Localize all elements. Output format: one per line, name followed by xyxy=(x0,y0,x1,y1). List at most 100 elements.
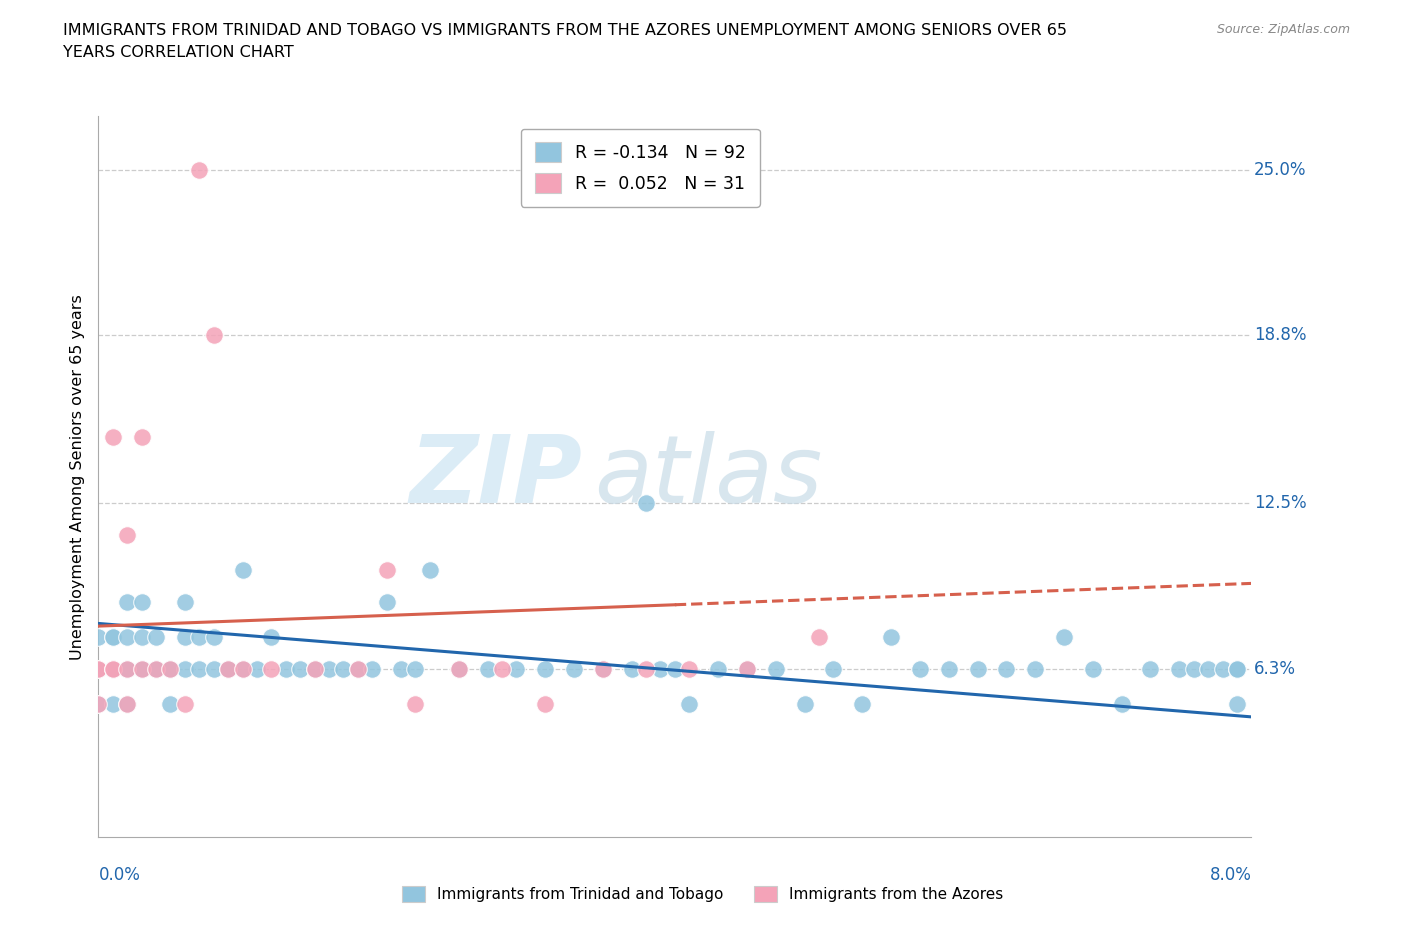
Point xyxy=(101,661,124,676)
Point xyxy=(101,630,124,644)
Text: 25.0%: 25.0% xyxy=(1254,161,1306,179)
Point xyxy=(188,630,211,644)
Point xyxy=(101,630,124,644)
Point xyxy=(592,661,614,676)
Point xyxy=(231,563,254,578)
Point xyxy=(1139,661,1161,676)
Legend: R = -0.134   N = 92, R =  0.052   N = 31: R = -0.134 N = 92, R = 0.052 N = 31 xyxy=(522,128,759,206)
Point xyxy=(1226,661,1249,676)
Point xyxy=(202,630,225,644)
Point xyxy=(995,661,1018,676)
Point xyxy=(908,661,931,676)
Point xyxy=(389,661,412,676)
Text: 6.3%: 6.3% xyxy=(1254,659,1296,678)
Point xyxy=(447,661,470,676)
Point xyxy=(375,594,398,609)
Point xyxy=(117,661,139,676)
Point xyxy=(188,162,211,177)
Point xyxy=(131,594,153,609)
Point xyxy=(117,661,139,676)
Point xyxy=(101,661,124,676)
Point xyxy=(217,661,239,676)
Point xyxy=(318,661,340,676)
Point xyxy=(1197,661,1219,676)
Point xyxy=(87,630,110,644)
Point xyxy=(131,661,153,676)
Point xyxy=(534,696,557,711)
Point xyxy=(650,661,672,676)
Point xyxy=(145,630,167,644)
Point xyxy=(117,661,139,676)
Point xyxy=(231,661,254,676)
Point xyxy=(636,661,658,676)
Point xyxy=(101,661,124,676)
Point xyxy=(159,661,181,676)
Point xyxy=(260,630,283,644)
Text: 12.5%: 12.5% xyxy=(1254,495,1306,512)
Point xyxy=(678,696,700,711)
Point xyxy=(405,696,427,711)
Point xyxy=(1111,696,1133,711)
Point xyxy=(145,661,167,676)
Point xyxy=(101,661,124,676)
Point xyxy=(101,661,124,676)
Point xyxy=(1024,661,1046,676)
Point xyxy=(246,661,269,676)
Point xyxy=(159,661,181,676)
Point xyxy=(174,696,197,711)
Point xyxy=(145,661,167,676)
Point xyxy=(159,696,181,711)
Point xyxy=(87,661,110,676)
Point xyxy=(477,661,499,676)
Point xyxy=(290,661,312,676)
Point xyxy=(707,661,730,676)
Point xyxy=(1081,661,1104,676)
Point xyxy=(202,661,225,676)
Point xyxy=(217,661,239,676)
Point xyxy=(332,661,354,676)
Point xyxy=(101,429,124,444)
Point xyxy=(260,661,283,676)
Point xyxy=(101,661,124,676)
Point xyxy=(188,661,211,676)
Point xyxy=(145,661,167,676)
Point xyxy=(491,661,513,676)
Point xyxy=(1053,630,1076,644)
Point xyxy=(1226,696,1249,711)
Point xyxy=(678,661,700,676)
Text: Source: ZipAtlas.com: Source: ZipAtlas.com xyxy=(1216,23,1350,36)
Point xyxy=(87,661,110,676)
Point xyxy=(202,327,225,342)
Point xyxy=(117,696,139,711)
Point xyxy=(174,630,197,644)
Point xyxy=(405,661,427,676)
Point xyxy=(592,661,614,676)
Legend: Immigrants from Trinidad and Tobago, Immigrants from the Azores: Immigrants from Trinidad and Tobago, Imm… xyxy=(396,880,1010,909)
Point xyxy=(131,630,153,644)
Point xyxy=(117,594,139,609)
Point xyxy=(735,661,758,676)
Point xyxy=(117,696,139,711)
Point xyxy=(117,661,139,676)
Point xyxy=(117,528,139,543)
Point xyxy=(304,661,326,676)
Point xyxy=(131,661,153,676)
Point xyxy=(938,661,960,676)
Point xyxy=(346,661,368,676)
Point xyxy=(823,661,845,676)
Point xyxy=(808,630,831,644)
Point xyxy=(101,661,124,676)
Point xyxy=(620,661,643,676)
Text: ZIP: ZIP xyxy=(409,431,582,523)
Point xyxy=(1212,661,1234,676)
Point xyxy=(562,661,585,676)
Point xyxy=(101,696,124,711)
Text: IMMIGRANTS FROM TRINIDAD AND TOBAGO VS IMMIGRANTS FROM THE AZORES UNEMPLOYMENT A: IMMIGRANTS FROM TRINIDAD AND TOBAGO VS I… xyxy=(63,23,1067,60)
Point xyxy=(1226,661,1249,676)
Point xyxy=(765,661,787,676)
Point xyxy=(117,661,139,676)
Point xyxy=(131,429,153,444)
Point xyxy=(346,661,368,676)
Point xyxy=(851,696,873,711)
Point xyxy=(87,696,110,711)
